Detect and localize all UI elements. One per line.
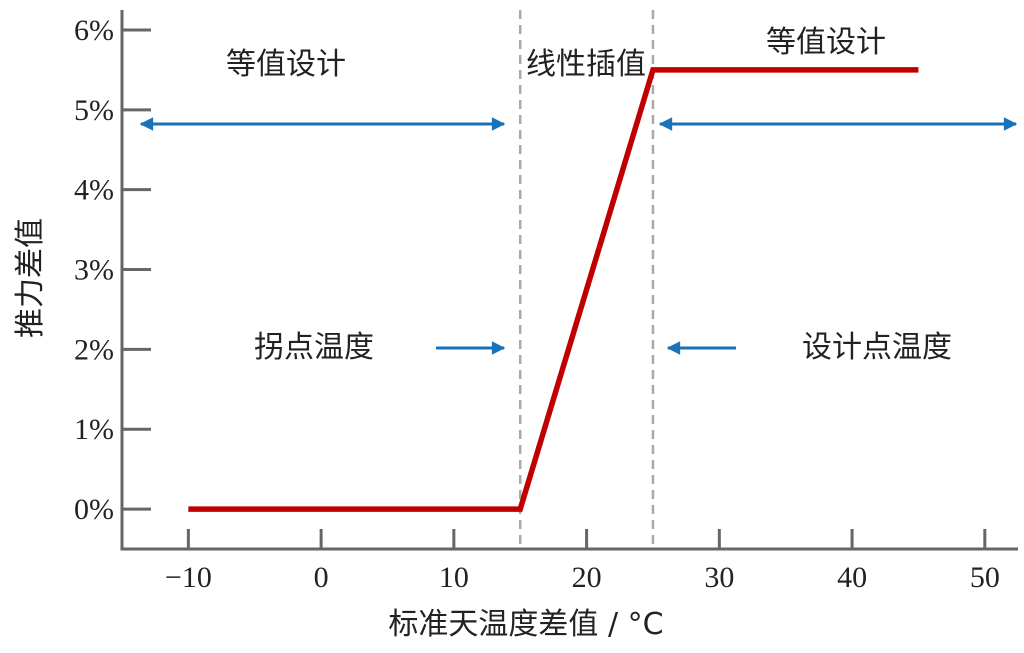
y-ticks: 0% 1% 2% 3% 4% 5% 6% <box>74 14 151 526</box>
x-tick-label: 30 <box>704 561 734 594</box>
y-tick-label: 0% <box>74 493 114 526</box>
middle-region-label: 线性插值 <box>526 47 646 82</box>
left-region-label: 等值设计 <box>226 47 346 82</box>
x-tick-label: 20 <box>572 561 602 594</box>
axes <box>120 10 1018 551</box>
thrust-difference-line <box>188 67 919 512</box>
y-tick-label: 1% <box>74 413 114 446</box>
x-tick-label: 40 <box>837 561 867 594</box>
y-axis-title: 推力差值 <box>13 218 48 338</box>
x-ticks: −10 0 10 20 30 40 50 <box>165 529 1000 594</box>
kink-temp-label: 拐点温度 <box>254 330 374 365</box>
x-axis-title: 标准天温度差值 / °C <box>388 607 663 642</box>
y-tick-label: 5% <box>74 94 114 127</box>
x-tick-label: 50 <box>970 561 1000 594</box>
y-tick-label: 6% <box>74 14 114 47</box>
y-tick-label: 2% <box>74 333 114 366</box>
right-region-label: 等值设计 <box>766 25 886 60</box>
y-tick-label: 3% <box>74 254 114 287</box>
reference-lines <box>518 10 655 549</box>
series <box>188 67 919 512</box>
x-tick-label: 0 <box>314 561 329 594</box>
x-tick-label: 10 <box>439 561 469 594</box>
design-temp-label: 设计点温度 <box>802 330 952 365</box>
x-tick-label: −10 <box>165 561 212 594</box>
y-tick-label: 4% <box>74 174 114 207</box>
